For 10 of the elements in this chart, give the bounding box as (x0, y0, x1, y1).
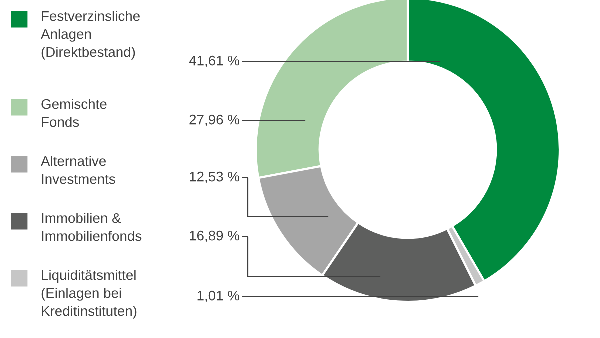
legend-label: Liquiditätsmittel (Einlagen bei Kreditinstituten) (42, 270, 137, 319)
data-label: 1,01 % (198, 290, 240, 302)
data-label: 41,61 % (189, 56, 240, 68)
legend-label: Immobilien & Immobilienfonds (42, 213, 142, 242)
data-label: 16,89 % (190, 230, 240, 242)
legend-label: Festverzinsliche Anlagen (Direktbestand) (41, 11, 140, 60)
legend-label: Gemischte Fonds (42, 99, 107, 128)
data-label: 12,53 % (190, 172, 240, 184)
data-label: 27,96 % (190, 114, 240, 126)
legend-label: Alternative Investments (41, 156, 116, 184)
